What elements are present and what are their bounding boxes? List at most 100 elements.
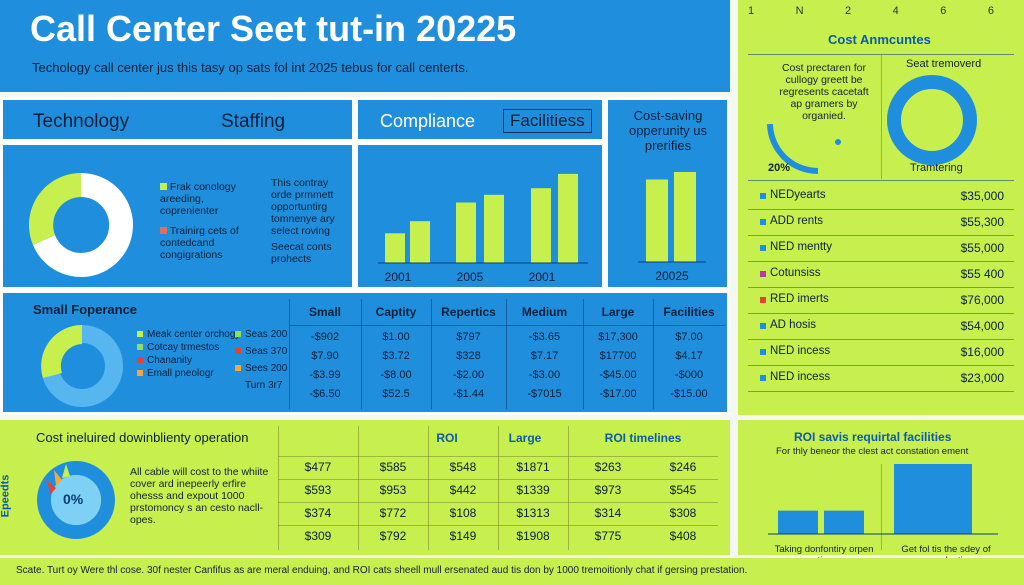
table1-seas-item: Sees 200 bbox=[235, 363, 287, 374]
cost-row: NEDyearts $35,000 bbox=[748, 184, 1014, 210]
facilities-bar bbox=[824, 510, 864, 534]
table1-cell: $7.90 bbox=[311, 350, 339, 362]
cost-amounts-title: Cost Anmcuntes bbox=[828, 32, 931, 47]
row-swatch bbox=[760, 219, 766, 225]
column-divider bbox=[498, 426, 499, 550]
table1-header: Facilities bbox=[663, 305, 715, 319]
legend-label: Meak center orchogy bbox=[147, 329, 241, 340]
roi-facilities-desc: For thly beneor the clest act constation… bbox=[776, 446, 969, 457]
table1-seas-item: Turn 3r7 bbox=[235, 380, 282, 391]
roi-cell: $953 bbox=[379, 483, 407, 497]
roi-cell: $775 bbox=[594, 529, 622, 543]
table1-title: Small Foperance bbox=[33, 302, 138, 317]
table1-header: Repertics bbox=[441, 305, 496, 319]
divider bbox=[748, 180, 1014, 181]
roi-cell: $477 bbox=[304, 460, 332, 474]
roi-header: Large bbox=[508, 431, 542, 445]
roi-cell: $792 bbox=[379, 529, 407, 543]
table1-cell: -$2.00 bbox=[452, 369, 485, 381]
roi-cell: $585 bbox=[379, 460, 407, 474]
ring-title: Seat tremoverd bbox=[906, 58, 982, 70]
legend-swatch bbox=[235, 382, 241, 388]
row-swatch bbox=[760, 193, 766, 199]
roi-cell: $593 bbox=[304, 483, 332, 497]
table1-legend-item: Emall pneologr bbox=[137, 368, 214, 379]
donut-center bbox=[51, 475, 101, 525]
row-swatch bbox=[760, 245, 766, 251]
table1-header: Captity bbox=[375, 305, 417, 319]
table1-legend-item: Cotcay trmestos bbox=[137, 342, 219, 353]
gauge-label: 20% bbox=[768, 162, 791, 174]
footer-text: Scate. Turt oy Were thl cose. 30f nester… bbox=[16, 565, 748, 576]
cost-saving-panel: Cost-saving opperunity us prerifies 2002… bbox=[605, 97, 730, 290]
roi-facilities-panel: ROI savis requirtal facilities For thly … bbox=[738, 420, 1024, 566]
column-divider bbox=[653, 299, 654, 409]
table1-cell: $4.17 bbox=[675, 350, 703, 362]
divider bbox=[881, 54, 882, 179]
column-divider bbox=[506, 299, 507, 409]
legend-swatch bbox=[235, 365, 241, 371]
category-staffing: Staffing bbox=[221, 111, 286, 132]
roi-panel: Cost ineluired dowinblienty operation Ep… bbox=[0, 420, 730, 555]
donut-segment-red bbox=[46, 480, 56, 494]
ring-track bbox=[887, 75, 977, 165]
roi-cell: $309 bbox=[304, 529, 332, 543]
row-value: $16,000 bbox=[960, 345, 1004, 359]
roi-cell: $314 bbox=[594, 506, 622, 520]
gauge-dot bbox=[835, 139, 841, 145]
row-value: $23,000 bbox=[960, 371, 1004, 385]
tech-legend-item: Frak conology areeding, coprenienter bbox=[160, 181, 250, 217]
roi-cell: $1339 bbox=[516, 483, 550, 497]
page-subtitle: Techology call center jus this tasy op s… bbox=[32, 60, 469, 75]
x-tick-label: 2005 bbox=[457, 270, 484, 284]
cost-gauge bbox=[767, 123, 841, 174]
roi-header: ROI bbox=[436, 431, 458, 445]
cost-row: NED mentty $55,000 bbox=[748, 236, 1014, 262]
row-label: RED imerts bbox=[770, 293, 829, 305]
column-divider bbox=[583, 299, 584, 409]
table1-cell: $52.5 bbox=[382, 388, 410, 400]
table1-cell: $17,300 bbox=[598, 331, 638, 343]
facilities-bar bbox=[778, 510, 818, 534]
tick-list: 1 N 2 4 6 6 bbox=[738, 0, 1024, 17]
table1-legend-item: Chananity bbox=[137, 355, 192, 366]
ring-sub: Tramtering bbox=[910, 162, 963, 174]
table1-cell: -$6.50 bbox=[309, 388, 341, 400]
category-compliance-facilities: Compliance Facilitiess bbox=[355, 97, 605, 142]
table1-header: Large bbox=[601, 305, 635, 319]
legend-swatch bbox=[160, 183, 167, 190]
roi-cell: $408 bbox=[669, 529, 697, 543]
column-divider bbox=[361, 299, 362, 409]
tech-legend-item: Trainirg cets of contedcand congigration… bbox=[160, 225, 250, 261]
table1-panel: Small Foperance Meak center orchogy Cotca… bbox=[0, 290, 730, 415]
legend-swatch bbox=[137, 357, 143, 363]
row-label: NED incess bbox=[770, 371, 831, 383]
tick-label: N bbox=[795, 5, 804, 17]
table1-cell: $328 bbox=[456, 350, 481, 362]
tick-label: 1 bbox=[748, 5, 755, 17]
donut-segment-lime bbox=[28, 173, 81, 245]
column-divider bbox=[358, 426, 359, 550]
legend-label: Trainirg cets of contedcand congigration… bbox=[160, 225, 239, 261]
donut-ring bbox=[37, 461, 115, 539]
row-value: $76,000 bbox=[960, 293, 1004, 307]
roi-cell: $772 bbox=[379, 506, 407, 520]
header-divider bbox=[289, 325, 725, 326]
column-divider bbox=[289, 299, 290, 409]
roi-cell: $1908 bbox=[516, 529, 550, 543]
roi-cell: $973 bbox=[594, 483, 622, 497]
table1-cell: -$7015 bbox=[527, 388, 562, 400]
roi-title: Cost ineluired dowinblienty operation bbox=[36, 430, 249, 445]
donut-segment-white bbox=[33, 173, 133, 277]
seas-label: Seas 370 bbox=[245, 346, 288, 357]
table1-cell: $7.17 bbox=[530, 350, 559, 362]
category-facilities: Facilitiess bbox=[503, 109, 592, 133]
row-value: $55,000 bbox=[960, 241, 1004, 255]
table1-cell: -$3.65 bbox=[528, 331, 561, 343]
cost-row: NED incess $16,000 bbox=[748, 340, 1014, 366]
row-value: $35,000 bbox=[960, 189, 1004, 203]
bar-chart-1-panel: 2001 2005 2001 bbox=[355, 142, 605, 290]
category-technology-staffing: Technology Staffing bbox=[0, 97, 355, 142]
roi-cell: $548 bbox=[449, 460, 477, 474]
x-tick-label: 20025 bbox=[655, 269, 689, 283]
